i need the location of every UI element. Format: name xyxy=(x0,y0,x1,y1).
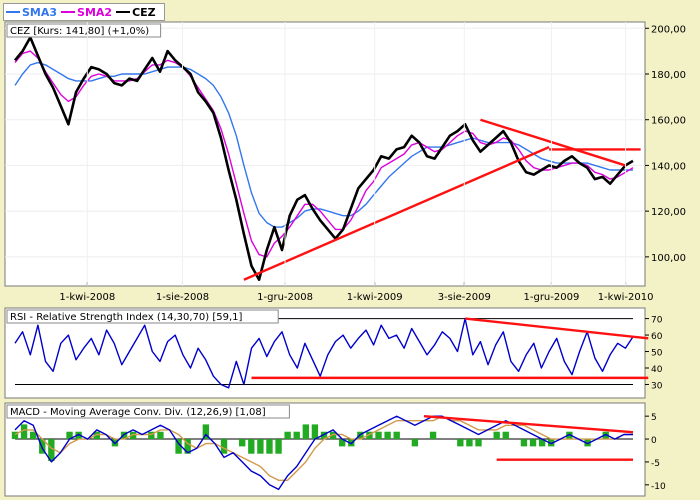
histogram-bar xyxy=(338,439,346,447)
trendline xyxy=(243,146,550,281)
panel-title: RSI - Relative Strength Index (14,30,70)… xyxy=(10,312,243,323)
histogram-bar xyxy=(129,431,137,440)
y-tick-label: 30 xyxy=(651,381,663,391)
series-line-macd xyxy=(14,415,633,491)
x-tick-label: 1-kwi-2010 xyxy=(598,292,654,303)
y-tick-label: -10 xyxy=(651,482,666,492)
histogram-bar xyxy=(11,431,19,440)
legend-item-sma3: SMA3 xyxy=(6,6,57,19)
histogram-bar xyxy=(502,431,509,440)
histogram-bar xyxy=(293,431,300,440)
histogram-bar xyxy=(375,431,382,440)
legend: SMA3 SMA2 CEZ xyxy=(3,3,165,21)
x-tick-label: 1-gru-2009 xyxy=(524,292,580,303)
series-line-rsi xyxy=(14,317,634,389)
trendline xyxy=(480,118,626,167)
y-tick-label: 60 xyxy=(651,332,663,342)
histogram-bar xyxy=(393,431,400,440)
histogram-bar xyxy=(148,431,155,440)
histogram-bar xyxy=(520,439,528,447)
y-tick-label: 100,00 xyxy=(651,253,686,264)
histogram-bar xyxy=(202,424,210,440)
histogram-bar xyxy=(20,424,28,440)
series-line-sma3 xyxy=(14,61,633,228)
panel-title-box xyxy=(6,23,162,38)
y-tick-label: 50 xyxy=(651,349,663,359)
panel-title: CEZ [Kurs: 141,80] (+1,0%) xyxy=(10,26,149,37)
histogram-bar xyxy=(566,431,573,440)
histogram-bar xyxy=(93,431,100,440)
series-line-signal xyxy=(14,415,633,481)
histogram-bar xyxy=(329,431,337,440)
histogram-bar xyxy=(239,439,246,447)
histogram-bar xyxy=(284,431,291,440)
y-tick-label: 40 xyxy=(651,365,663,375)
histogram-bar xyxy=(302,424,310,440)
legend-swatch xyxy=(116,11,131,13)
histogram-bar xyxy=(493,431,500,440)
legend-label: CEZ xyxy=(132,5,156,19)
y-tick-label: 140,00 xyxy=(651,161,686,172)
histogram-bar xyxy=(175,439,182,454)
y-tick-label: 120,00 xyxy=(651,207,686,218)
x-tick-label: 1-gru-2008 xyxy=(257,292,313,303)
x-tick-label: 1-kwi-2009 xyxy=(347,292,403,303)
legend-label: SMA3 xyxy=(22,5,58,19)
x-tick-label: 3-sie-2009 xyxy=(438,292,491,303)
histogram-bar xyxy=(411,439,419,447)
y-tick-label: 70 xyxy=(651,316,663,326)
histogram-bar xyxy=(157,431,164,440)
histogram-bar xyxy=(48,439,55,462)
histogram-bar xyxy=(66,431,73,440)
x-tick-label: 1-kwi-2008 xyxy=(59,292,115,303)
series-line-sma2 xyxy=(14,50,634,258)
histogram-bar xyxy=(548,439,555,447)
histogram-bar xyxy=(366,431,373,440)
panel-title-box xyxy=(6,309,279,324)
histogram-bar xyxy=(257,439,264,454)
histogram-bar xyxy=(266,439,273,454)
histogram-bar xyxy=(75,431,82,440)
histogram-bar xyxy=(320,431,328,440)
panel-title: MACD - Moving Average Conv. Div. (12,26,… xyxy=(10,407,266,418)
legend-item-cez: CEZ xyxy=(116,6,156,19)
histogram-bar xyxy=(184,439,191,454)
histogram-bar xyxy=(602,431,609,440)
histogram-bar xyxy=(275,439,282,454)
trendline xyxy=(423,414,634,434)
legend-swatch xyxy=(6,11,20,13)
histogram-bar xyxy=(248,439,255,454)
legend-item-sma2: SMA2 xyxy=(61,6,112,19)
histogram-bar xyxy=(311,424,319,440)
y-tick-label: -5 xyxy=(651,459,660,469)
series-line-cez xyxy=(13,36,634,282)
legend-label: SMA2 xyxy=(77,5,113,19)
histogram-bar xyxy=(220,439,228,454)
trendline xyxy=(465,317,649,340)
histogram-bar xyxy=(429,431,437,440)
y-tick-label: 200,00 xyxy=(651,24,686,35)
legend-swatch xyxy=(61,11,76,13)
panel-title-box xyxy=(6,404,290,419)
y-tick-label: 180,00 xyxy=(651,70,686,81)
x-tick-label: 1-sie-2008 xyxy=(156,292,209,303)
histogram-bar xyxy=(529,439,537,447)
histogram-bar xyxy=(457,439,464,447)
histogram-bar xyxy=(475,439,482,447)
histogram-bar xyxy=(538,439,546,447)
y-tick-label: 5 xyxy=(651,413,657,423)
histogram-bar xyxy=(466,439,473,447)
y-tick-label: 160,00 xyxy=(651,116,686,127)
histogram-bar xyxy=(29,431,37,440)
histogram-bar xyxy=(584,439,591,447)
y-tick-label: 0 xyxy=(651,436,657,446)
histogram-bar xyxy=(384,431,391,440)
panel-0 xyxy=(4,21,646,287)
